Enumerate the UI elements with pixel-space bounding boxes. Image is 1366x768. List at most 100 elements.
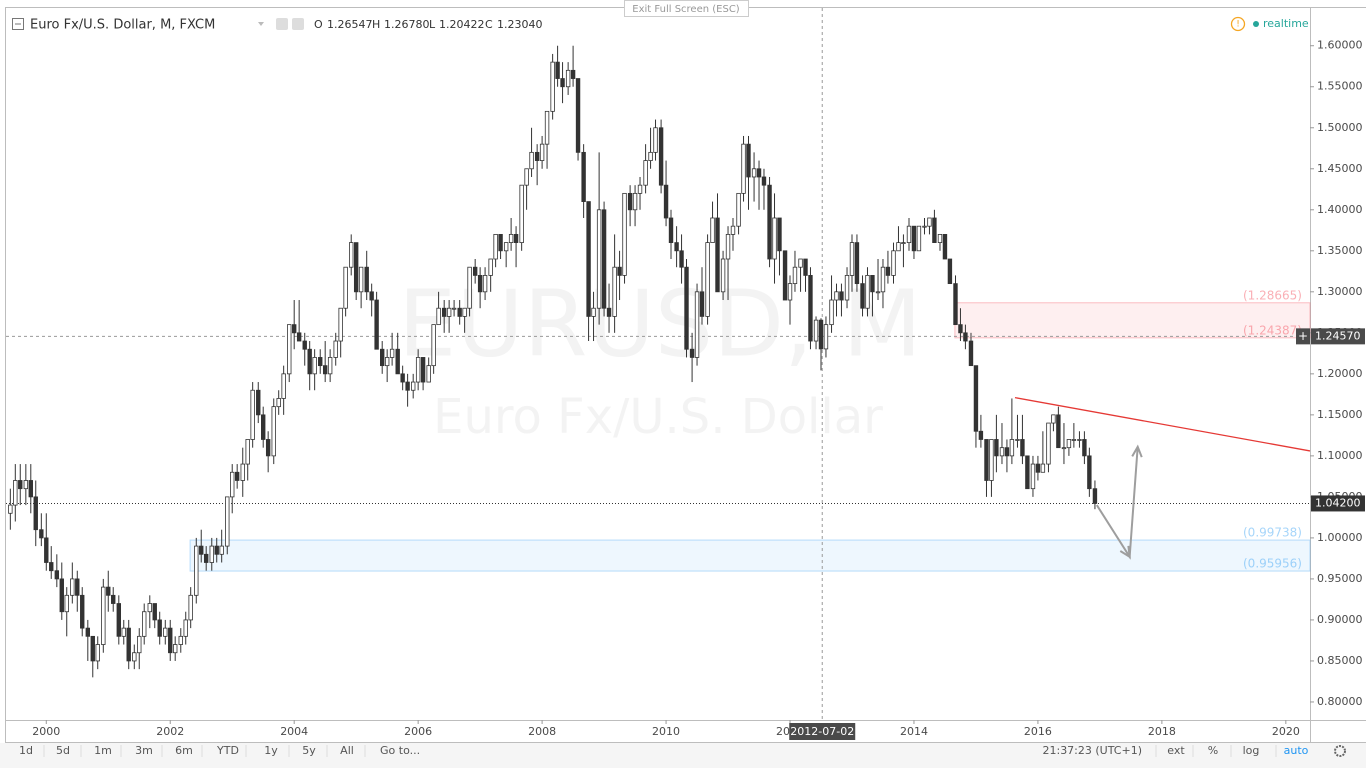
- candle-body: [488, 258, 493, 276]
- candle-body: [132, 652, 137, 662]
- candle-body: [234, 471, 240, 481]
- exit-fullscreen-button[interactable]: [624, 0, 749, 17]
- toolbar: 1d 5d 1m 3m 6m YTD 1y 5y All Go to... 21:37:23 (UT…: [0, 743, 1366, 768]
- candle-body: [312, 357, 317, 375]
- candle-body: [513, 233, 519, 243]
- option-button[interactable]: auto: [1284, 744, 1309, 757]
- y-tick-label: 0.80000: [1317, 695, 1363, 708]
- candle-body: [575, 78, 581, 153]
- candle-body: [658, 127, 664, 186]
- watermark-symbol: EURUSD, M: [398, 270, 922, 377]
- candle-body: [80, 594, 85, 629]
- candle-body: [849, 242, 855, 276]
- candle-body: [240, 463, 245, 481]
- y-tick-label: 1.45000: [1317, 162, 1363, 175]
- candle-body: [730, 225, 736, 235]
- candle-body: [668, 217, 674, 243]
- add-button[interactable]: [1296, 328, 1310, 345]
- candle-body: [1035, 463, 1041, 473]
- range-button[interactable]: 1m: [94, 744, 112, 757]
- x-tick-label: 2010: [652, 725, 680, 738]
- candle-body: [741, 143, 746, 194]
- candle-body: [420, 357, 426, 383]
- candle-body: [1051, 414, 1056, 424]
- candle-body: [380, 348, 385, 367]
- range-button[interactable]: 5d: [56, 744, 70, 757]
- candle-body: [953, 283, 958, 326]
- settings-icon[interactable]: [276, 18, 288, 30]
- candle-body: [942, 233, 948, 260]
- candle-body: [358, 266, 364, 293]
- candle-body: [674, 242, 679, 252]
- candle-body: [8, 504, 13, 514]
- warning-icon[interactable]: [1230, 16, 1246, 32]
- trendline: [1014, 396, 1311, 452]
- ohlc-key: H: [372, 18, 380, 31]
- candle-body: [627, 192, 633, 211]
- candle-body: [632, 192, 638, 211]
- zone-label: (1.24387): [1243, 323, 1302, 337]
- candle-body: [70, 578, 75, 596]
- candle-body: [932, 217, 937, 243]
- candle-body: [364, 266, 369, 293]
- range-button[interactable]: 3m: [135, 744, 153, 757]
- candle-body: [720, 258, 726, 293]
- candle-body: [777, 217, 782, 252]
- x-tick-label: 2018: [1148, 725, 1176, 738]
- range-button[interactable]: 5y: [302, 744, 316, 757]
- candle-body: [163, 627, 168, 637]
- candle-body: [663, 184, 669, 219]
- candle-body: [415, 357, 421, 383]
- range-button[interactable]: All: [340, 744, 354, 757]
- candle-body: [834, 291, 839, 301]
- x-tick-label: 2002: [156, 725, 184, 738]
- candle-body: [214, 545, 219, 555]
- candle-body: [395, 348, 400, 375]
- candle-body: [653, 127, 658, 153]
- candle-body: [338, 307, 343, 342]
- option-button[interactable]: %: [1208, 744, 1218, 757]
- candle-body: [75, 578, 80, 596]
- option-button[interactable]: ext: [1167, 744, 1185, 757]
- range-button[interactable]: YTD: [216, 744, 239, 757]
- candle-body: [596, 209, 602, 309]
- symbol-title: Euro Fx/U.S. Dollar, M, FXCM: [30, 18, 215, 33]
- zone-label: (0.95956): [1243, 557, 1302, 571]
- range-button[interactable]: 6m: [175, 744, 193, 757]
- candle-body: [157, 619, 162, 637]
- candle-body: [555, 61, 560, 79]
- candle-body: [203, 553, 209, 563]
- candle-body: [694, 291, 700, 358]
- candle-body: [756, 168, 762, 178]
- candle-body: [560, 78, 565, 88]
- range-button[interactable]: 1y: [264, 744, 278, 757]
- candle-body: [369, 291, 374, 301]
- ohlc-value: 1.26547: [327, 18, 373, 31]
- goto-button[interactable]: Go to...: [380, 744, 420, 757]
- candle-body: [302, 340, 307, 350]
- candle-body: [591, 307, 596, 317]
- toolbar-bg: [0, 743, 1366, 768]
- candle-body: [503, 242, 509, 252]
- candle-body: [643, 160, 648, 186]
- candle-body: [265, 439, 271, 457]
- y-tick-label: 1.35000: [1317, 244, 1363, 257]
- option-button[interactable]: log: [1243, 744, 1260, 757]
- candle-body: [637, 184, 643, 194]
- y-tick-label: 1.30000: [1317, 285, 1363, 298]
- crosshair-date-label: 2012-07-02: [790, 725, 854, 738]
- x-tick-label: 2014: [900, 725, 928, 738]
- dropdown-caret[interactable]: [258, 22, 264, 26]
- y-tick-label: 1.60000: [1317, 39, 1363, 52]
- candle-body: [219, 545, 224, 555]
- settings-gear[interactable]: [1334, 745, 1346, 757]
- candle-body: [441, 307, 447, 317]
- candle-body: [911, 225, 917, 252]
- y-tick-label: 0.95000: [1317, 572, 1363, 585]
- candle-body: [327, 357, 333, 375]
- arrow-head: [1131, 444, 1143, 458]
- x-tick-label: 2006: [404, 725, 432, 738]
- format-icon[interactable]: [292, 18, 304, 30]
- range-button[interactable]: 1d: [19, 744, 33, 757]
- candle-body: [44, 537, 49, 563]
